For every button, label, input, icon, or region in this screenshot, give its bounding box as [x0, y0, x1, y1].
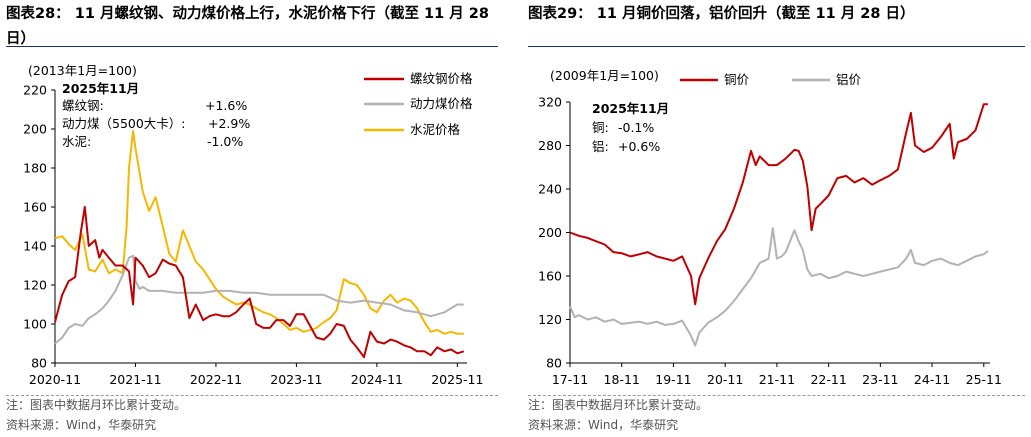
- chart-marks: 80 100 120 140 160 180 200 220 2020-11 2021-11 202…: [23, 83, 1002, 388]
- right-x-tick-label: 25-11: [966, 372, 1002, 387]
- right-y-tick-label: 160: [538, 269, 562, 284]
- right-y-tick-label: 120: [538, 312, 562, 327]
- left-x-tick-label: 2025-11: [431, 372, 483, 387]
- right-y-tick-label: 80: [546, 356, 562, 371]
- right-x-tick-label: 19-11: [655, 372, 691, 387]
- source-left: 资料来源：Wind，华泰研究: [6, 418, 157, 432]
- left-y-tick-label: 160: [23, 200, 47, 215]
- left-base-note: (2013年1月=100): [28, 63, 137, 78]
- left-x-tick-label: 2020-11: [29, 372, 81, 387]
- left-y-tick-label: 80: [31, 356, 47, 371]
- left-x-tick-label: 2021-11: [109, 372, 161, 387]
- left-series-line-1: [54, 254, 464, 345]
- left-annotation-value-steel: +1.6%: [205, 98, 247, 113]
- note-divider-right: [528, 395, 1025, 396]
- right-annotation-value-copper: -0.1%: [618, 120, 654, 135]
- left-y-tick-label: 140: [23, 239, 47, 254]
- right-legend-copper: 铜价: [724, 72, 750, 87]
- title-rule-right: [528, 46, 1025, 47]
- right-annotation-label-aluminum: 铝:: [592, 139, 609, 154]
- left-annotation-value-coal: +2.9%: [208, 116, 250, 131]
- left-series-line-0: [54, 206, 465, 359]
- figure-title-left: 图表28： 11 月螺纹钢、动力煤价格上行，水泥价格下行（截至 11 月 28 …: [6, 6, 489, 47]
- right-series-line-0: [569, 103, 988, 306]
- left-y-tick-label: 220: [23, 83, 47, 98]
- right-base-note: (2009年1月=100): [550, 68, 659, 83]
- right-x-tick-label: 17-11: [552, 372, 588, 387]
- left-annotation-label-coal: 动力煤（5500大卡）:: [62, 116, 186, 131]
- left-y-tick-label: 180: [23, 161, 47, 176]
- right-annotation-title: 2025年11月: [592, 101, 669, 116]
- left-annotation-label-steel: 螺纹钢:: [62, 98, 104, 113]
- right-x-tick-label: 21-11: [759, 372, 795, 387]
- right-annotation-value-aluminum: +0.6%: [618, 139, 660, 154]
- left-legend-cement: 水泥价格: [410, 122, 461, 137]
- left-annotation-title: 2025年11月: [62, 81, 139, 96]
- left-y-tick-label: 200: [23, 122, 47, 137]
- right-x-tick-label: 23-11: [862, 372, 898, 387]
- left-x-tick-label: 2023-11: [270, 372, 322, 387]
- right-x-tick-label: 22-11: [810, 372, 846, 387]
- left-annotation-label-cement: 水泥:: [62, 134, 91, 149]
- right-y-tick-label: 240: [538, 182, 562, 197]
- left-legend-coal: 动力煤价格: [410, 96, 473, 111]
- note-left: 注：图表中数据月环比累计变动。: [6, 398, 187, 412]
- right-y-tick-label: 200: [538, 225, 562, 240]
- figure-title-right: 图表29： 11 月铜价回落，铝价回升（截至 11 月 28 日）: [528, 6, 915, 22]
- left-annotation-value-cement: -1.0%: [207, 134, 243, 149]
- right-annotation-label-copper: 铜:: [592, 120, 609, 135]
- right-x-tick-label: 24-11: [914, 372, 950, 387]
- left-legend-steel: 螺纹钢价格: [410, 71, 473, 86]
- left-x-tick-label: 2022-11: [190, 372, 242, 387]
- title-rule-left: [6, 46, 498, 47]
- left-y-tick-label: 100: [23, 317, 47, 332]
- left-series-line-2: [54, 130, 464, 335]
- left-x-tick-label: 2024-11: [351, 372, 403, 387]
- source-right: 资料来源：Wind，华泰研究: [528, 418, 679, 432]
- right-y-tick-label: 320: [538, 95, 562, 110]
- note-divider-left: [6, 395, 498, 396]
- right-legend-aluminum: 铝价: [836, 72, 862, 87]
- right-series-line-1: [569, 227, 989, 347]
- left-y-tick-label: 120: [23, 278, 47, 293]
- note-right: 注：图表中数据月环比累计变动。: [528, 398, 709, 412]
- right-y-tick-label: 280: [538, 138, 562, 153]
- right-x-tick-label: 20-11: [707, 372, 743, 387]
- right-x-tick-label: 18-11: [604, 372, 640, 387]
